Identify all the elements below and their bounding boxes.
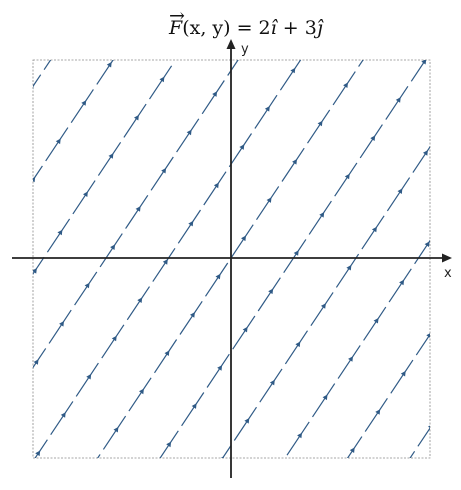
- field-arrow-icon: [257, 277, 281, 312]
- field-arrow-icon: [358, 60, 364, 67]
- field-arrow-icon: [75, 362, 99, 397]
- field-lines: [33, 60, 430, 458]
- field-arrow-icon: [254, 94, 278, 129]
- title-arguments: (x, y) = 2: [182, 17, 270, 39]
- field-arrow-icon: [33, 348, 47, 369]
- field-arrow-icon: [150, 156, 174, 191]
- title: F(x, y) = 2î + 3ĵ →: [168, 5, 324, 39]
- field-arrow-icon: [228, 133, 252, 168]
- field-arrow-icon: [97, 141, 122, 176]
- field-arrow-icon: [256, 186, 280, 221]
- x-axis-label: x: [444, 266, 452, 281]
- field-arrow-icon: [99, 233, 123, 268]
- field-arrow-icon: [346, 436, 363, 458]
- field-arrow-icon: [388, 268, 412, 303]
- field-arrow-icon: [96, 454, 101, 458]
- field-arrow-icon: [232, 315, 256, 350]
- field-arrow-icon: [279, 60, 302, 91]
- field-arrow-icon: [128, 377, 152, 412]
- field-arrow-icon: [386, 177, 411, 212]
- field-arrow-icon: [409, 450, 416, 458]
- field-arrow-icon: [125, 194, 149, 229]
- field-arrow-icon: [284, 330, 308, 365]
- field-arrow-icon: [43, 60, 52, 71]
- plot-frame: [32, 59, 431, 459]
- field-arrow-icon: [283, 239, 307, 274]
- field-arrow-icon: [410, 60, 427, 82]
- field-arrow-icon: [417, 425, 430, 447]
- field-arrow-icon: [48, 309, 72, 344]
- field-arrow-icon: [390, 359, 414, 394]
- field-arrow-icon: [205, 262, 229, 297]
- svg-text:F(x, y) = 2î + 3ĵ: F(x, y) = 2î + 3ĵ: [168, 17, 324, 39]
- field-arrow-icon: [152, 247, 176, 282]
- field-arrow-icon: [312, 383, 336, 418]
- field-arrow-icon: [126, 286, 150, 321]
- field-arrow-icon: [102, 415, 127, 450]
- field-arrow-icon: [149, 65, 173, 100]
- field-arrow-icon: [34, 439, 48, 458]
- field-arrow-icon: [45, 127, 69, 162]
- field-arrow-icon: [363, 306, 387, 341]
- field-arrow-icon: [181, 392, 205, 427]
- field-arrow-icon: [33, 256, 45, 275]
- field-arrow-icon: [286, 421, 310, 456]
- field-arrow-icon: [337, 345, 361, 379]
- title-i-hat: î: [271, 17, 279, 39]
- title-field-name: F: [168, 17, 183, 39]
- field-arrow-icon: [203, 171, 227, 206]
- field-arrow-icon: [415, 333, 430, 356]
- field-arrow-icon: [281, 147, 305, 182]
- field-arrow-icon: [74, 271, 98, 306]
- field-arrow-icon: [72, 180, 96, 215]
- field-arrow-icon: [159, 430, 179, 458]
- y-axis-arrowhead-icon: [226, 39, 236, 49]
- field-arrow-icon: [33, 165, 43, 183]
- field-arrow-icon: [233, 406, 257, 441]
- title-plus: + 3: [277, 17, 317, 39]
- field-arrow-icon: [33, 74, 42, 91]
- y-axis-label: y: [241, 42, 249, 57]
- field-arrow-icon: [334, 162, 358, 197]
- field-arrow-icon: [154, 339, 178, 374]
- field-arrow-icon: [361, 215, 385, 250]
- field-arrow-icon: [385, 85, 409, 120]
- field-arrow-icon: [176, 118, 200, 153]
- field-arrow-icon: [230, 224, 254, 259]
- field-arrow-icon: [310, 292, 334, 327]
- field-arrow-icon: [307, 109, 331, 144]
- title-vector-arrow: →: [169, 5, 185, 27]
- field-arrow-icon: [123, 103, 147, 138]
- field-arrow-icon: [206, 353, 230, 388]
- field-arrow-icon: [259, 368, 283, 403]
- field-arrow-icon: [70, 89, 94, 124]
- x-axis-arrowhead-icon: [442, 253, 452, 263]
- field-arrow-icon: [179, 300, 203, 335]
- axes: x y: [12, 39, 452, 478]
- field-arrow-icon: [201, 80, 225, 115]
- title-j-hat: ĵ: [313, 17, 324, 39]
- field-arrow-icon: [412, 145, 430, 173]
- field-arrow-icon: [359, 124, 383, 159]
- field-arrow-icon: [308, 200, 332, 235]
- field-arrow-icon: [220, 445, 232, 458]
- field-arrow-icon: [96, 60, 114, 85]
- field-arrow-icon: [332, 71, 356, 106]
- field-arrow-icon: [364, 397, 388, 432]
- field-arrow-icon: [46, 218, 71, 253]
- field-arrow-icon: [335, 253, 360, 288]
- field-arrow-icon: [101, 324, 125, 359]
- field-arrow-icon: [50, 401, 74, 436]
- field-arrow-icon: [177, 209, 201, 244]
